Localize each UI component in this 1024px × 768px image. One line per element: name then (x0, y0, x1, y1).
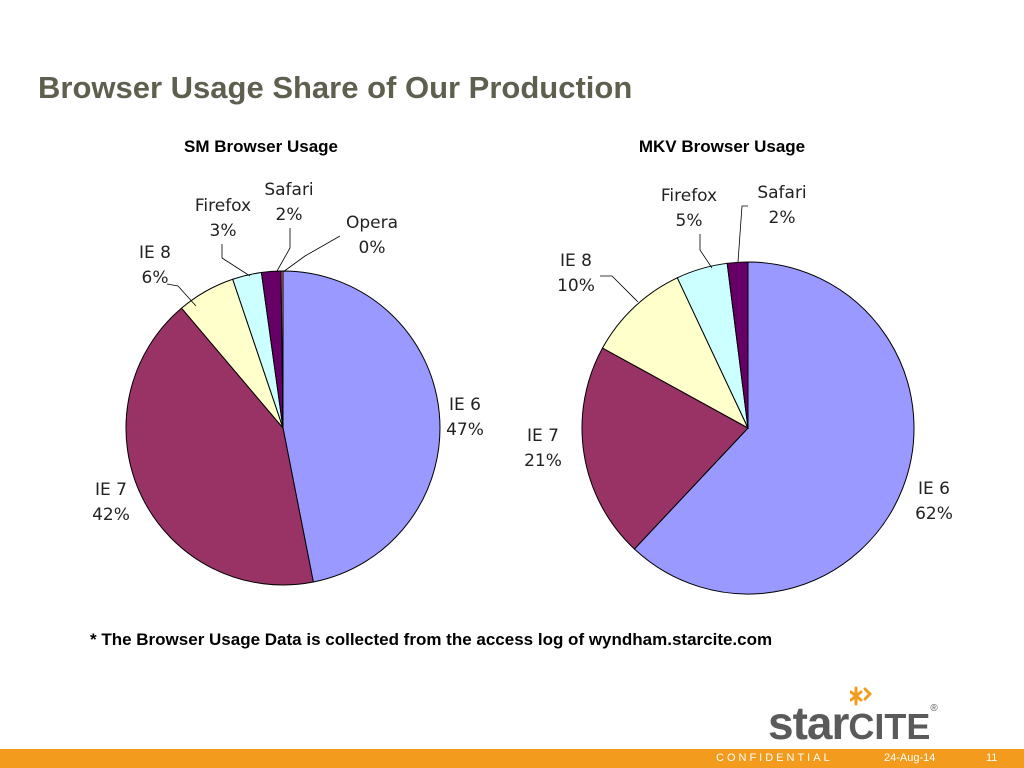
slice-label: IE 8 (139, 243, 171, 263)
slice-label: IE 7 (95, 480, 127, 500)
slice-label: IE 7 (527, 426, 559, 446)
logo-registered-mark: ® (930, 703, 938, 714)
pie-slice-ie-8 (601, 277, 750, 430)
pie-slice-ie-7 (581, 347, 749, 550)
leader-line (166, 283, 197, 307)
pie-slice-ie-6 (633, 261, 915, 595)
slice-percent-label: 0% (359, 238, 386, 258)
star-mark-icon (850, 686, 872, 706)
pie-slice-ie-7 (125, 307, 314, 586)
pie-chart-2: MKV Browser Usage IE 6 62% IE 7 21% IE 8 10% Fi… (524, 137, 953, 595)
pie-charts: SM Browser Usage IE 6 47% IE 7 42% IE 8 6% Fire… (92, 137, 953, 595)
leader-line (282, 235, 341, 273)
leader-line (221, 244, 251, 277)
slice-label: IE 6 (918, 479, 950, 499)
slice-label: Opera (346, 213, 398, 233)
leader-line (699, 234, 713, 269)
leader-line (737, 205, 748, 263)
footer-confidential: CONFIDENTIAL (716, 752, 833, 764)
leader-line (600, 275, 639, 303)
slice-percent-label: 21% (524, 451, 562, 471)
slice-percent-label: 47% (446, 420, 484, 440)
starcite-logo: starCITE® (768, 686, 958, 746)
slice-label: IE 6 (449, 395, 481, 415)
chart-title: SM Browser Usage (184, 137, 338, 156)
chart-title: MKV Browser Usage (639, 137, 805, 156)
slice-percent-label: 6% (142, 268, 169, 288)
slice-percent-label: 2% (769, 208, 796, 228)
logo-star-text: star (768, 697, 849, 749)
pie-chart-1: SM Browser Usage IE 6 47% IE 7 42% IE 8 6% Fire… (92, 137, 484, 586)
footer-bar: CONFIDENTIAL 24-Aug-14 11 (0, 749, 1024, 768)
pie-slice-safari (726, 261, 749, 429)
slice-percent-label: 3% (210, 221, 237, 241)
slice-label: Firefox (661, 186, 717, 206)
slice-label: Safari (264, 180, 313, 200)
slice-percent-label: 62% (915, 504, 953, 524)
slice-label: Safari (757, 183, 806, 203)
slice-percent-label: 10% (557, 276, 595, 296)
slice-percent-label: 42% (92, 505, 130, 525)
logo-cite-text: CITE (848, 706, 931, 747)
slice-label: IE 8 (560, 251, 592, 271)
footer-page-number: 11 (986, 752, 998, 764)
footer-date: 24-Aug-14 (884, 752, 936, 764)
slice-percent-label: 2% (276, 205, 303, 225)
pie-slice-ie-6 (282, 270, 441, 583)
footnote: * The Browser Usage Data is collected fr… (90, 630, 773, 649)
slide-title: Browser Usage Share of Our Production (38, 70, 633, 105)
pie-slice-opera (280, 270, 284, 429)
slice-percent-label: 5% (676, 211, 703, 231)
slice-label: Firefox (195, 196, 251, 216)
leader-line (276, 228, 291, 272)
